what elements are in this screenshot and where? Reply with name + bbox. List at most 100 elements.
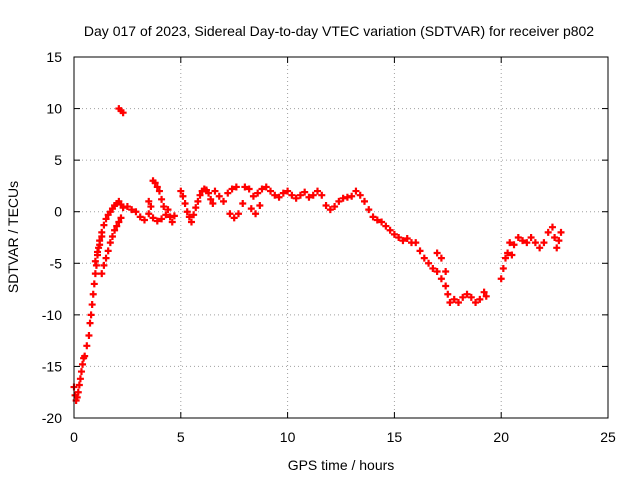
x-tick-label: 15 <box>387 429 403 445</box>
data-point <box>284 187 292 195</box>
data-point <box>224 189 232 197</box>
data-point <box>93 248 101 256</box>
data-point <box>86 319 94 327</box>
data-point <box>230 214 238 222</box>
y-tick-label: 10 <box>46 101 62 117</box>
data-point <box>226 210 234 218</box>
x-tick-label: 5 <box>177 429 185 445</box>
data-point <box>136 213 144 221</box>
data-point <box>170 212 178 220</box>
data-point <box>256 202 264 210</box>
data-point <box>476 295 484 303</box>
data-point <box>444 290 452 298</box>
data-point <box>288 191 296 199</box>
data-point <box>128 206 136 214</box>
data-point <box>207 195 215 203</box>
data-point <box>215 192 223 200</box>
data-point <box>77 368 85 376</box>
data-point <box>192 204 200 212</box>
data-point <box>322 202 330 210</box>
chart-title: Day 017 of 2023, Sidereal Day-to-day VTE… <box>84 23 594 39</box>
data-point <box>504 249 512 257</box>
data-point <box>179 192 187 200</box>
data-point <box>373 216 381 224</box>
data-point <box>527 234 535 241</box>
y-tick-label: 5 <box>54 152 62 168</box>
data-point <box>132 208 140 216</box>
data-point <box>100 221 108 229</box>
data-point <box>390 230 398 238</box>
data-point <box>87 311 95 319</box>
data-point <box>292 194 300 202</box>
y-tick-label: 15 <box>46 49 62 65</box>
data-point <box>335 197 343 205</box>
data-point <box>506 239 514 247</box>
data-point <box>463 290 471 298</box>
data-point <box>510 241 518 249</box>
data-point <box>140 216 148 224</box>
data-point <box>382 222 390 230</box>
data-point <box>100 261 108 269</box>
data-point <box>497 275 505 283</box>
data-point <box>153 183 161 191</box>
data-point <box>151 179 159 187</box>
data-point <box>326 206 334 214</box>
data-point <box>75 381 83 389</box>
data-point <box>459 293 467 301</box>
data-point <box>279 189 287 197</box>
data-point <box>168 218 176 226</box>
plot-frame <box>73 56 609 419</box>
data-point <box>446 298 454 306</box>
data-point <box>433 268 441 276</box>
data-point <box>548 223 556 231</box>
data-point <box>211 187 219 195</box>
data-point <box>102 254 110 262</box>
data-point <box>79 360 87 368</box>
data-point <box>153 217 161 225</box>
data-point <box>145 210 153 218</box>
data-point <box>467 293 475 301</box>
x-tick-label: 10 <box>280 429 296 445</box>
y-tick-label: 0 <box>54 204 62 220</box>
data-point <box>536 244 544 252</box>
data-point <box>420 254 428 262</box>
data-point <box>88 301 96 309</box>
data-point <box>472 298 480 306</box>
data-point <box>91 270 99 278</box>
data-point <box>331 203 339 211</box>
data-point <box>119 109 127 117</box>
data-point <box>185 213 193 221</box>
data-point <box>228 185 236 193</box>
data-point <box>275 193 283 201</box>
data-point <box>442 268 450 276</box>
y-tick-label: -20 <box>42 410 62 426</box>
data-point <box>378 218 386 226</box>
data-point <box>181 199 189 207</box>
data-point <box>450 295 458 303</box>
data-point <box>147 203 155 211</box>
data-point <box>544 228 552 236</box>
y-tick-label: -5 <box>50 255 63 271</box>
data-point <box>247 205 255 213</box>
grid-lines <box>74 57 608 418</box>
data-point <box>232 183 240 191</box>
data-point <box>96 241 104 249</box>
data-point <box>395 234 403 241</box>
data-point <box>555 237 563 245</box>
data-point <box>81 352 89 360</box>
data-point <box>433 249 441 257</box>
axis-ticks: 0 5 10 15 20 25 -20 -15 -10 -5 0 5 10 15 <box>42 49 616 445</box>
data-point <box>74 388 82 396</box>
data-point <box>429 264 437 272</box>
data-point <box>239 199 247 207</box>
y-axis-label: SDTVAR / TECUs <box>5 181 21 293</box>
data-point <box>318 191 326 199</box>
data-point <box>85 331 93 339</box>
data-point <box>194 197 202 205</box>
data-point <box>108 232 116 240</box>
data-point <box>155 187 163 195</box>
data-point <box>98 232 106 240</box>
data-point <box>117 214 125 222</box>
data-point <box>262 183 270 191</box>
